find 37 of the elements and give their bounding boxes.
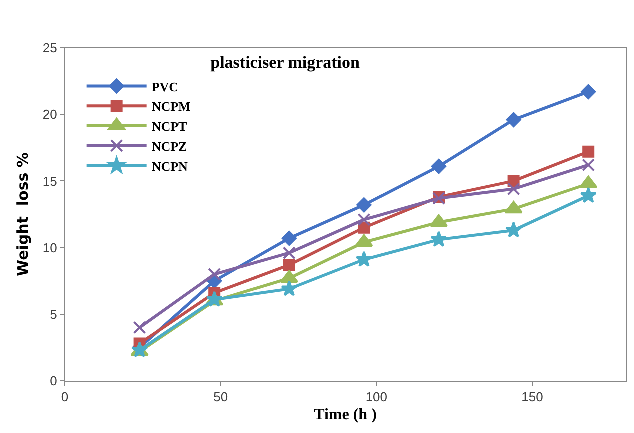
point: [282, 230, 297, 246]
x-tick-label: 50: [214, 390, 228, 405]
point: [506, 112, 522, 128]
point: [432, 159, 446, 174]
point: [283, 259, 296, 272]
point: [580, 187, 597, 204]
y-tick-label: 25: [42, 40, 58, 56]
point: [582, 158, 596, 172]
point: [282, 246, 296, 260]
y-axis-title: Weight loss %: [14, 152, 32, 276]
x-tick-label: 100: [366, 390, 388, 405]
y-tick-label: 0: [50, 374, 58, 389]
legend-label: NCPT: [152, 119, 188, 134]
point: [208, 268, 222, 281]
point: [507, 182, 520, 196]
point: [504, 201, 523, 214]
point: [356, 198, 372, 213]
chart-title: plasticiser migration: [210, 53, 361, 72]
x-tick-label: 150: [522, 390, 544, 405]
point: [358, 213, 371, 226]
y-tick-label: 10: [42, 240, 58, 256]
x-axis-title: Time (h ): [314, 406, 377, 424]
legend-label: NCPM: [152, 99, 191, 114]
x-tick-label: 0: [61, 390, 69, 405]
point: [356, 251, 373, 268]
point: [505, 222, 522, 238]
legend-label: NCPZ: [152, 139, 188, 154]
point: [430, 231, 448, 248]
y-tick-label: 5: [50, 306, 58, 322]
point: [581, 84, 596, 100]
y-tick-label: 15: [42, 174, 58, 189]
point: [281, 280, 298, 296]
point: [133, 321, 146, 334]
legend-label: NCPN: [152, 158, 189, 174]
y-tick-label: 20: [42, 107, 58, 122]
point: [582, 146, 595, 158]
legend-label: PVC: [152, 79, 179, 94]
